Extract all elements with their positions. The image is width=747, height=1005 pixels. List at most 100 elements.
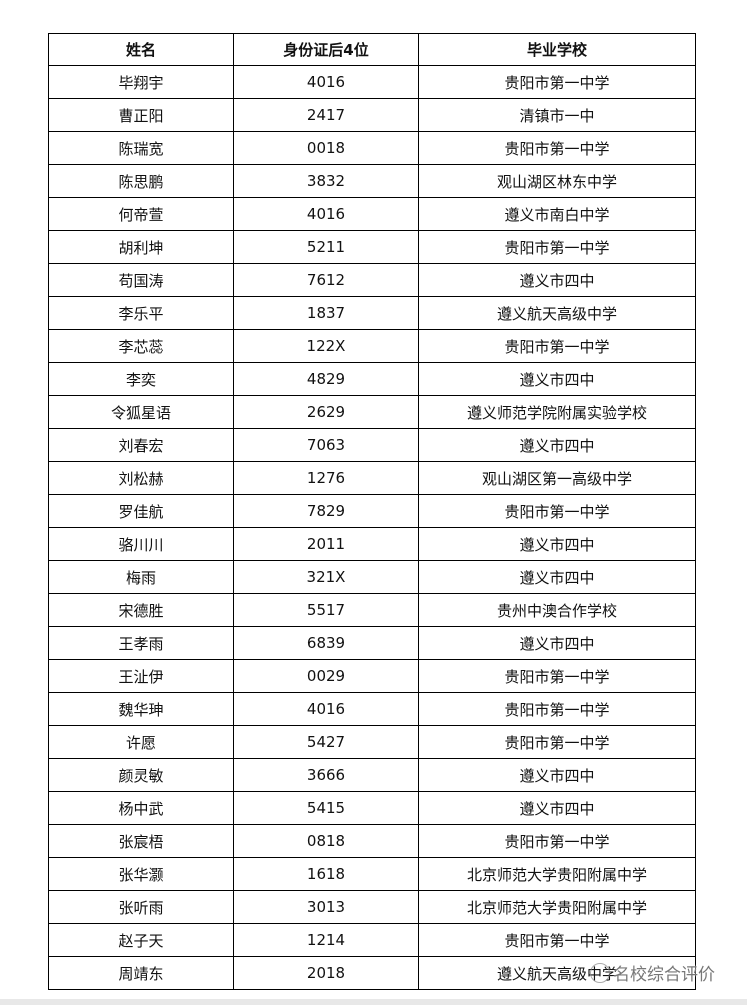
cell-name: 陈瑞宽 bbox=[48, 131, 234, 165]
cell-school: 遵义市四中 bbox=[418, 626, 696, 660]
cell-id-last4: 3666 bbox=[233, 758, 419, 792]
cell-name: 颜灵敏 bbox=[48, 758, 234, 792]
cell-id-last4: 4016 bbox=[233, 65, 419, 99]
table-row: 许愿 5427 贵阳市第一中学 bbox=[48, 725, 696, 759]
cell-id-last4: 6839 bbox=[233, 626, 419, 660]
cell-name: 骆川川 bbox=[48, 527, 234, 561]
bottom-bar bbox=[0, 999, 747, 1005]
cell-id-last4: 1618 bbox=[233, 857, 419, 891]
cell-school: 北京师范大学贵阳附属中学 bbox=[418, 890, 696, 924]
cell-name: 许愿 bbox=[48, 725, 234, 759]
cell-school: 遵义市南白中学 bbox=[418, 197, 696, 231]
cell-id-last4: 4829 bbox=[233, 362, 419, 396]
cell-name: 梅雨 bbox=[48, 560, 234, 594]
cell-name: 胡利坤 bbox=[48, 230, 234, 264]
header-name: 姓名 bbox=[48, 33, 234, 66]
cell-name: 张听雨 bbox=[48, 890, 234, 924]
cell-school: 遵义航天高级中学 bbox=[418, 296, 696, 330]
cell-name: 张宸梧 bbox=[48, 824, 234, 858]
cell-id-last4: 4016 bbox=[233, 197, 419, 231]
table-row: 刘松赫 1276 观山湖区第一高级中学 bbox=[48, 461, 696, 495]
cell-name: 何帝萱 bbox=[48, 197, 234, 231]
table-row: 李奕 4829 遵义市四中 bbox=[48, 362, 696, 396]
cell-name: 罗佳航 bbox=[48, 494, 234, 528]
cell-school: 遵义市四中 bbox=[418, 527, 696, 561]
table-row: 胡利坤 5211 贵阳市第一中学 bbox=[48, 230, 696, 264]
cell-name: 李奕 bbox=[48, 362, 234, 396]
watermark: 名校综合评价 bbox=[590, 960, 715, 985]
header-id-last4: 身份证后4位 bbox=[233, 33, 419, 66]
cell-school: 观山湖区林东中学 bbox=[418, 164, 696, 198]
cell-id-last4: 2417 bbox=[233, 98, 419, 132]
table-row: 何帝萱 4016 遵义市南白中学 bbox=[48, 197, 696, 231]
cell-name: 令狐星语 bbox=[48, 395, 234, 429]
table-row: 陈思鹏 3832 观山湖区林东中学 bbox=[48, 164, 696, 198]
table-row: 宋德胜 5517 贵州中澳合作学校 bbox=[48, 593, 696, 627]
cell-name: 杨中武 bbox=[48, 791, 234, 825]
cell-school: 贵阳市第一中学 bbox=[418, 692, 696, 726]
table-row: 梅雨 321X 遵义市四中 bbox=[48, 560, 696, 594]
watermark-text: 名校综合评价 bbox=[613, 965, 715, 985]
cell-school: 贵阳市第一中学 bbox=[418, 824, 696, 858]
cell-name: 宋德胜 bbox=[48, 593, 234, 627]
cell-id-last4: 5415 bbox=[233, 791, 419, 825]
cell-school: 遵义市四中 bbox=[418, 263, 696, 297]
cell-name: 王沚伊 bbox=[48, 659, 234, 693]
table-row: 赵子天 1214 贵阳市第一中学 bbox=[48, 923, 696, 957]
cell-name: 刘松赫 bbox=[48, 461, 234, 495]
cell-id-last4: 7612 bbox=[233, 263, 419, 297]
table-row: 李芯蕊 122X 贵阳市第一中学 bbox=[48, 329, 696, 363]
cell-name: 王孝雨 bbox=[48, 626, 234, 660]
cell-school: 贵阳市第一中学 bbox=[418, 230, 696, 264]
cell-school: 贵阳市第一中学 bbox=[418, 131, 696, 165]
table-row: 曹正阳 2417 清镇市一中 bbox=[48, 98, 696, 132]
cell-school: 贵阳市第一中学 bbox=[418, 725, 696, 759]
table-row: 罗佳航 7829 贵阳市第一中学 bbox=[48, 494, 696, 528]
cell-name: 毕翔宇 bbox=[48, 65, 234, 99]
cell-id-last4: 0818 bbox=[233, 824, 419, 858]
cell-id-last4: 1276 bbox=[233, 461, 419, 495]
table-row: 李乐平 1837 遵义航天高级中学 bbox=[48, 296, 696, 330]
cell-id-last4: 122X bbox=[233, 329, 419, 363]
table-row: 魏华珅 4016 贵阳市第一中学 bbox=[48, 692, 696, 726]
cell-id-last4: 5517 bbox=[233, 593, 419, 627]
cell-name: 张华灏 bbox=[48, 857, 234, 891]
cell-id-last4: 1214 bbox=[233, 923, 419, 957]
cell-id-last4: 2018 bbox=[233, 956, 419, 990]
cell-name: 赵子天 bbox=[48, 923, 234, 957]
cell-school: 贵阳市第一中学 bbox=[418, 659, 696, 693]
header-school: 毕业学校 bbox=[418, 33, 696, 66]
cell-id-last4: 7829 bbox=[233, 494, 419, 528]
cell-id-last4: 0029 bbox=[233, 659, 419, 693]
cell-name: 刘春宏 bbox=[48, 428, 234, 462]
table-row: 周靖东 2018 遵义航天高级中学 bbox=[48, 956, 696, 990]
cell-id-last4: 2629 bbox=[233, 395, 419, 429]
table-row: 王沚伊 0029 贵阳市第一中学 bbox=[48, 659, 696, 693]
cell-name: 魏华珅 bbox=[48, 692, 234, 726]
table-row: 张宸梧 0818 贵阳市第一中学 bbox=[48, 824, 696, 858]
table-row: 颜灵敏 3666 遵义市四中 bbox=[48, 758, 696, 792]
cell-id-last4: 3013 bbox=[233, 890, 419, 924]
cell-id-last4: 5427 bbox=[233, 725, 419, 759]
header-row: 姓名 身份证后4位 毕业学校 bbox=[48, 33, 696, 66]
cell-school: 遵义师范学院附属实验学校 bbox=[418, 395, 696, 429]
table-row: 骆川川 2011 遵义市四中 bbox=[48, 527, 696, 561]
cell-school: 贵州中澳合作学校 bbox=[418, 593, 696, 627]
cell-id-last4: 2011 bbox=[233, 527, 419, 561]
wechat-icon bbox=[590, 962, 610, 983]
cell-name: 李乐平 bbox=[48, 296, 234, 330]
cell-school: 贵阳市第一中学 bbox=[418, 923, 696, 957]
cell-id-last4: 7063 bbox=[233, 428, 419, 462]
cell-school: 贵阳市第一中学 bbox=[418, 494, 696, 528]
cell-id-last4: 0018 bbox=[233, 131, 419, 165]
cell-school: 贵阳市第一中学 bbox=[418, 329, 696, 363]
cell-name: 周靖东 bbox=[48, 956, 234, 990]
cell-id-last4: 5211 bbox=[233, 230, 419, 264]
table-row: 陈瑞宽 0018 贵阳市第一中学 bbox=[48, 131, 696, 165]
cell-school: 清镇市一中 bbox=[418, 98, 696, 132]
cell-school: 遵义市四中 bbox=[418, 758, 696, 792]
table-row: 张华灏 1618 北京师范大学贵阳附属中学 bbox=[48, 857, 696, 891]
cell-school: 观山湖区第一高级中学 bbox=[418, 461, 696, 495]
cell-school: 北京师范大学贵阳附属中学 bbox=[418, 857, 696, 891]
cell-name: 李芯蕊 bbox=[48, 329, 234, 363]
